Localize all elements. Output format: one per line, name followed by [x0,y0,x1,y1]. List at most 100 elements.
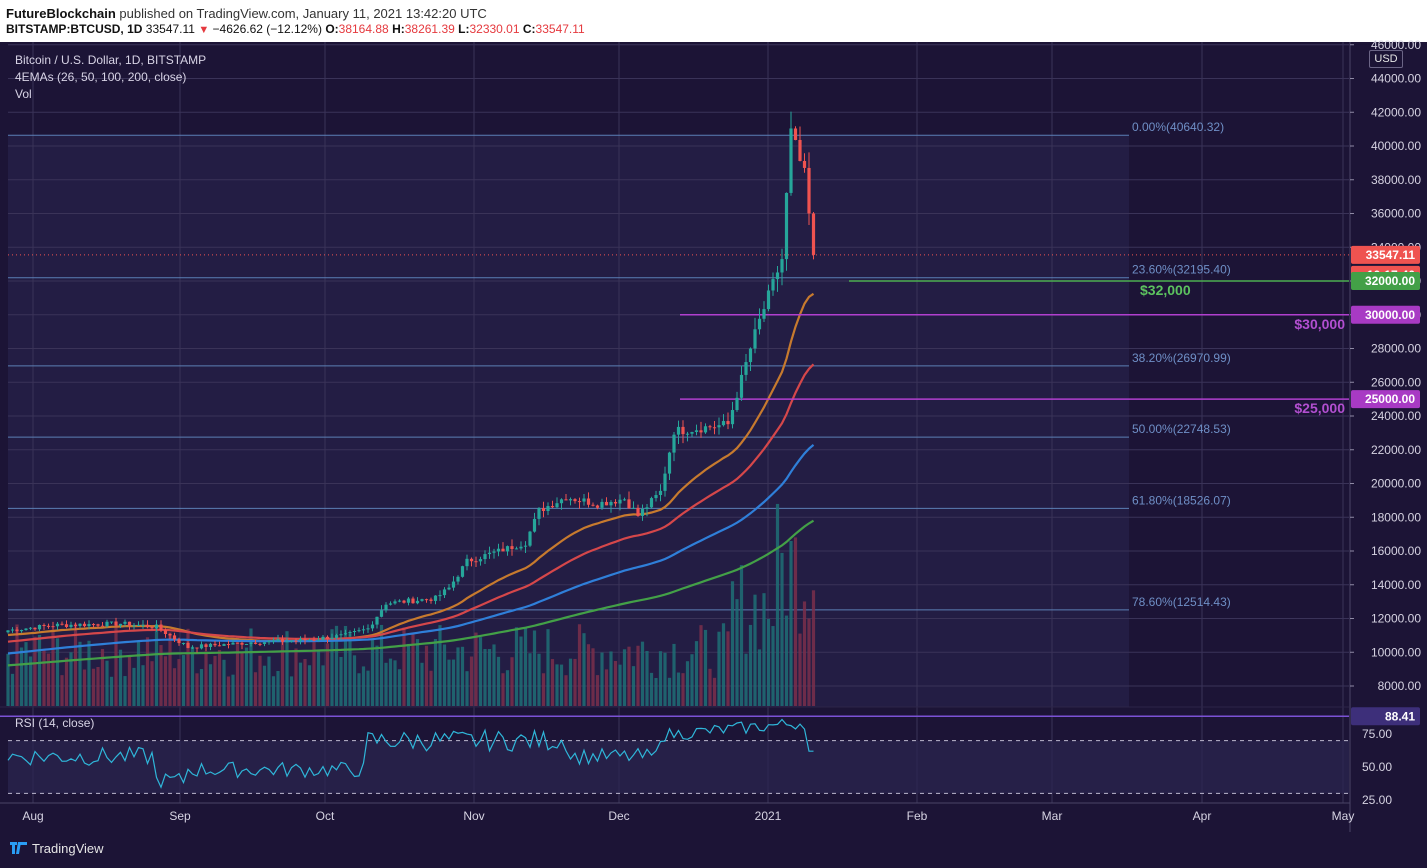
volume-bar [622,649,627,706]
candle-body [334,635,339,638]
volume-bar [109,676,114,706]
volume-bar [82,669,87,706]
candle-body [523,545,528,547]
candle-body [708,426,712,428]
volume-bar [190,646,195,706]
volume-bar [258,655,262,706]
price-chart[interactable]: 0.00%(40640.32) 23.60%(32195.40) 38.20%(26… [0,0,1427,832]
candle-body [325,636,330,640]
volume-bar [618,664,622,706]
time-tick-label: Feb [907,809,928,823]
candle-body [573,499,577,502]
candle-body [141,624,145,626]
candle-body [33,627,37,630]
candle-body [15,629,19,632]
level-label: $32,000 [1140,282,1191,298]
high-value: 38261.39 [404,22,455,36]
volume-bar [69,652,73,706]
candle-body [87,624,91,627]
time-tick-label: Nov [463,809,484,823]
candle-body [361,629,366,631]
published-text: published on TradingView.com, January 11… [119,6,487,21]
level-badge-bg [1351,390,1420,409]
fib-retracement: 0.00%(40640.32) 23.60%(32195.40) 38.20%(26… [8,120,1231,611]
candle-body [717,425,721,428]
fib-label: 50.00%(22748.53) [1132,422,1231,436]
volume-bar [798,633,802,706]
volume-bar [352,655,357,706]
volume-bar [748,624,753,706]
volume-bar [384,662,388,706]
fib-zone [8,135,1129,707]
fib-label: 61.80%(18526.07) [1132,493,1231,507]
candle-body [280,639,285,642]
candle-body [96,624,100,626]
candle-body [366,628,370,630]
time-tick-label: Mar [1042,809,1063,823]
time-tick-label: Aug [22,809,43,823]
volume-bar [60,675,64,706]
close-value: 33547.11 [535,22,585,36]
volume-bar [654,677,658,706]
last-price-badge-bg [1351,245,1420,264]
volume-bar [226,676,231,706]
candle-body [591,504,595,506]
volume-bar [73,623,78,706]
candle-body [276,639,280,641]
ema-legend[interactable]: 4EMAs (26, 50, 100, 200, close) [15,70,187,84]
volume-bar [361,666,366,706]
candle-body [213,643,217,646]
tradingview-logo[interactable]: TradingView [10,841,104,856]
candle-body [159,624,163,631]
volume-bar [132,667,136,706]
volume-bar [51,629,55,706]
volume-bar [613,661,618,706]
candle-body [424,599,429,601]
author-name[interactable]: FutureBlockchain [6,6,116,21]
price-tick-label: 16000.00 [1371,544,1421,558]
candle-body [46,625,51,627]
volume-bar [321,665,325,706]
volume-bar [424,645,429,706]
footer [0,832,1427,868]
volume-legend[interactable]: Vol [15,87,32,101]
candle-body [478,559,483,562]
volume-bar [393,660,397,706]
candle-body [222,644,226,646]
candle-body [672,434,676,453]
ema-26-line [7,292,815,642]
candle-body [114,621,118,626]
candle-body [807,167,811,214]
volume-bar [316,650,321,706]
candle-body [208,643,213,647]
level-badge: 32000.00 [1365,274,1415,288]
candle-body [240,642,244,645]
fib-label: 0.00%(40640.32) [1132,120,1224,134]
candle-body [244,643,249,645]
level-badge: 30000.00 [1365,308,1415,322]
volume-bar [744,653,748,706]
price-tick-label: 46000.00 [1371,38,1421,52]
price-tick-label: 8000.00 [1378,679,1422,693]
volume-bar [681,673,685,706]
candle-body [154,624,159,629]
candle-body [258,643,262,645]
symbol-legend[interactable]: Bitcoin / U.S. Dollar, 1D, BITSTAMP [15,53,207,67]
volume-bar [658,651,663,706]
volume-bar [96,666,100,706]
candle-body [798,139,802,161]
volume-bar [582,633,586,706]
price-tick-label: 22000.00 [1371,443,1421,457]
price-tick-label: 38000.00 [1371,173,1421,187]
candle-body [442,589,447,596]
volume-bar [532,630,537,706]
volume-bar [118,649,123,706]
volume-bar [501,673,505,706]
symbol-label: BITSTAMP:BTCUSD, 1D [6,22,143,36]
volume-bar [766,618,771,706]
currency-button[interactable]: USD [1369,50,1403,68]
candle-body [735,397,739,411]
candle-body [123,621,127,624]
time-tick-label: 2021 [755,809,782,823]
candle-body [168,634,172,636]
